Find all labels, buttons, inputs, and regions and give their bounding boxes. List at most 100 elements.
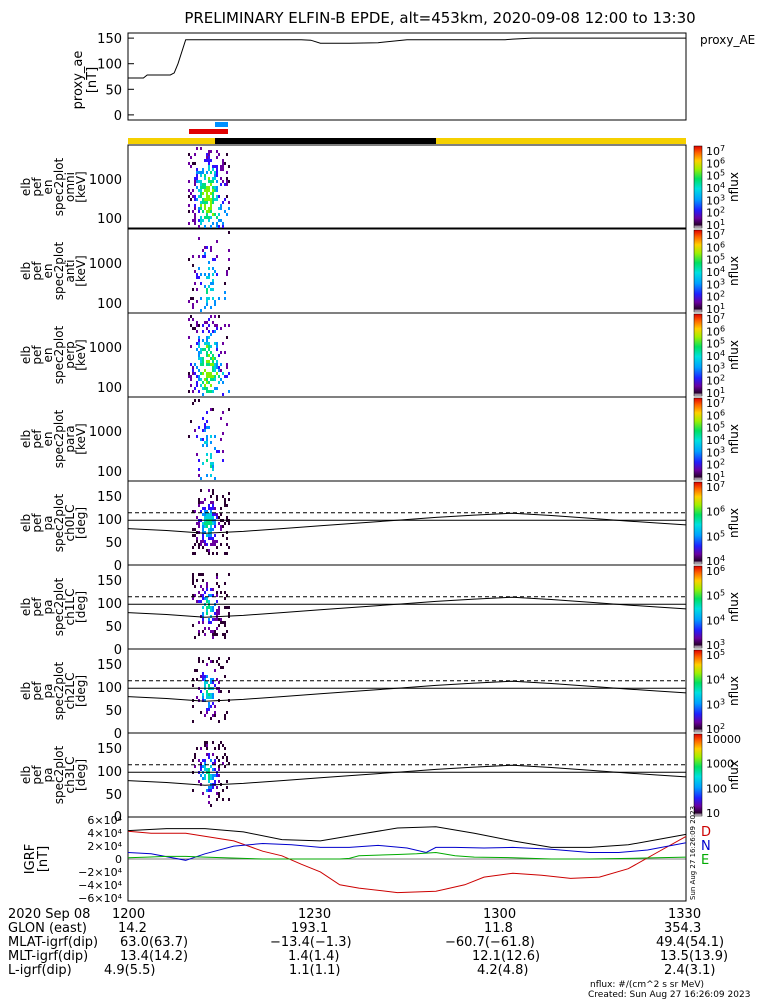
spectrogram-cell [208, 534, 210, 537]
spectrogram-cell [194, 756, 196, 759]
spectrogram-cell [208, 528, 210, 531]
spectrogram-cell [210, 207, 212, 210]
spectrogram-cell [208, 360, 210, 363]
spectrogram-cell [220, 591, 222, 594]
anti-ylabel-0: elb [19, 262, 33, 280]
spectrogram-cell [212, 408, 214, 411]
spectrogram-cell [196, 366, 198, 369]
spectrogram-cell [188, 204, 190, 207]
anti-ylabel-3: spec2plot [52, 241, 66, 300]
spectrogram-cell [218, 759, 220, 762]
spectrogram-cell [200, 222, 202, 225]
spectrogram-cell [212, 195, 214, 198]
spectrogram-cell [212, 357, 214, 360]
spectrogram-cell [226, 543, 228, 546]
spectrogram-cell [222, 201, 224, 204]
spectrogram-cell [204, 285, 206, 288]
spectrogram-cell [216, 174, 218, 177]
spectrogram-cell [202, 612, 204, 615]
spectrogram-cell [216, 180, 218, 183]
spectrogram-cell [206, 156, 208, 159]
spectrogram-cell [208, 426, 210, 429]
ch0lc-ylabel-2: pa [41, 516, 55, 531]
sunlight-bar-left [128, 138, 215, 144]
spectrogram-cell [208, 705, 210, 708]
spectrogram-cell [208, 777, 210, 780]
spectrogram-cell [216, 618, 218, 621]
spectrogram-cell [210, 465, 212, 468]
igrf-ylabel-name: IGRF [23, 844, 38, 874]
colorbar [693, 733, 703, 817]
spectrogram-cell [202, 693, 204, 696]
spectrogram-cell [192, 195, 194, 198]
spectrogram-cell [216, 195, 218, 198]
spectrogram-cell [204, 762, 206, 765]
spectrogram-cell [206, 216, 208, 219]
footer-mlat-3: −60.7(−61.8) [445, 935, 535, 950]
spectrogram-cell [202, 201, 204, 204]
spectrogram-cell [206, 543, 208, 546]
spectrogram-cell [206, 588, 208, 591]
ch1lc-ytick-0: 0 [114, 643, 122, 658]
spectrogram-cell [218, 297, 220, 300]
spectrogram-cell [202, 417, 204, 420]
spectrogram-cell [218, 381, 220, 384]
spectrogram-cell [210, 363, 212, 366]
spectrogram-cell [202, 615, 204, 618]
spectrogram-cell [194, 636, 196, 639]
spectrogram-cell [216, 360, 218, 363]
spectrogram-cell [216, 591, 218, 594]
spectrogram-cell [198, 375, 200, 378]
spectrogram-cell [204, 540, 206, 543]
spectrogram-cell [200, 543, 202, 546]
igrf-legend-n: N [701, 839, 711, 854]
spectrogram-cell [204, 531, 206, 534]
colorbar-tick-label: 106 [706, 564, 725, 578]
spectrogram-cell [202, 444, 204, 447]
spectrogram-cell [208, 165, 210, 168]
spectrogram-cell [198, 474, 200, 477]
spectrogram-cell [194, 270, 196, 273]
spectrogram-cell [202, 606, 204, 609]
spectrogram-cell [212, 588, 214, 591]
spectrogram-cell [222, 393, 224, 396]
spectrogram-cell [188, 258, 190, 261]
spectrogram-cell [204, 255, 206, 258]
spectrogram-cell [198, 324, 200, 327]
spectrogram-cell [216, 600, 218, 603]
spectrogram-cell [220, 528, 222, 531]
spectrogram-cell [196, 288, 198, 291]
spectrogram-cell [204, 204, 206, 207]
spectrogram-cell [216, 495, 218, 498]
spectrogram-cell [198, 501, 200, 504]
spectrogram-cell [210, 171, 212, 174]
colorbar-unit-label: nflux [727, 508, 741, 538]
spectrogram-cell [206, 192, 208, 195]
spectrogram-cell [208, 708, 210, 711]
spectrogram-cell [228, 492, 230, 495]
spectrogram-cell [192, 720, 194, 723]
spectrogram-cell [210, 774, 212, 777]
spectrogram-cell [200, 372, 202, 375]
spectrogram-cell [206, 195, 208, 198]
perp-ylabel-3: spec2plot [52, 325, 66, 384]
spectrogram-cell [228, 390, 230, 393]
spectrogram-cell [196, 324, 198, 327]
spectrogram-cell [192, 318, 194, 321]
spectrogram-cell [224, 636, 226, 639]
spectrogram-cell [218, 720, 220, 723]
spectrogram-cell [200, 309, 202, 312]
spectrogram-cell [204, 174, 206, 177]
spectrogram-cell [204, 321, 206, 324]
spectrogram-cell [194, 177, 196, 180]
spectrogram-cell [202, 363, 204, 366]
para-ylabel-5: [keV] [74, 423, 88, 454]
spectrogram-cell [206, 753, 208, 756]
para-ylabel-0: elb [19, 430, 33, 448]
spectrogram-cell [214, 747, 216, 750]
spectrogram-cell [202, 588, 204, 591]
ch2lc-ytick-0: 0 [114, 727, 122, 742]
spectrogram-cell [194, 204, 196, 207]
spectrogram-cell [198, 195, 200, 198]
spectrogram-cell [210, 693, 212, 696]
